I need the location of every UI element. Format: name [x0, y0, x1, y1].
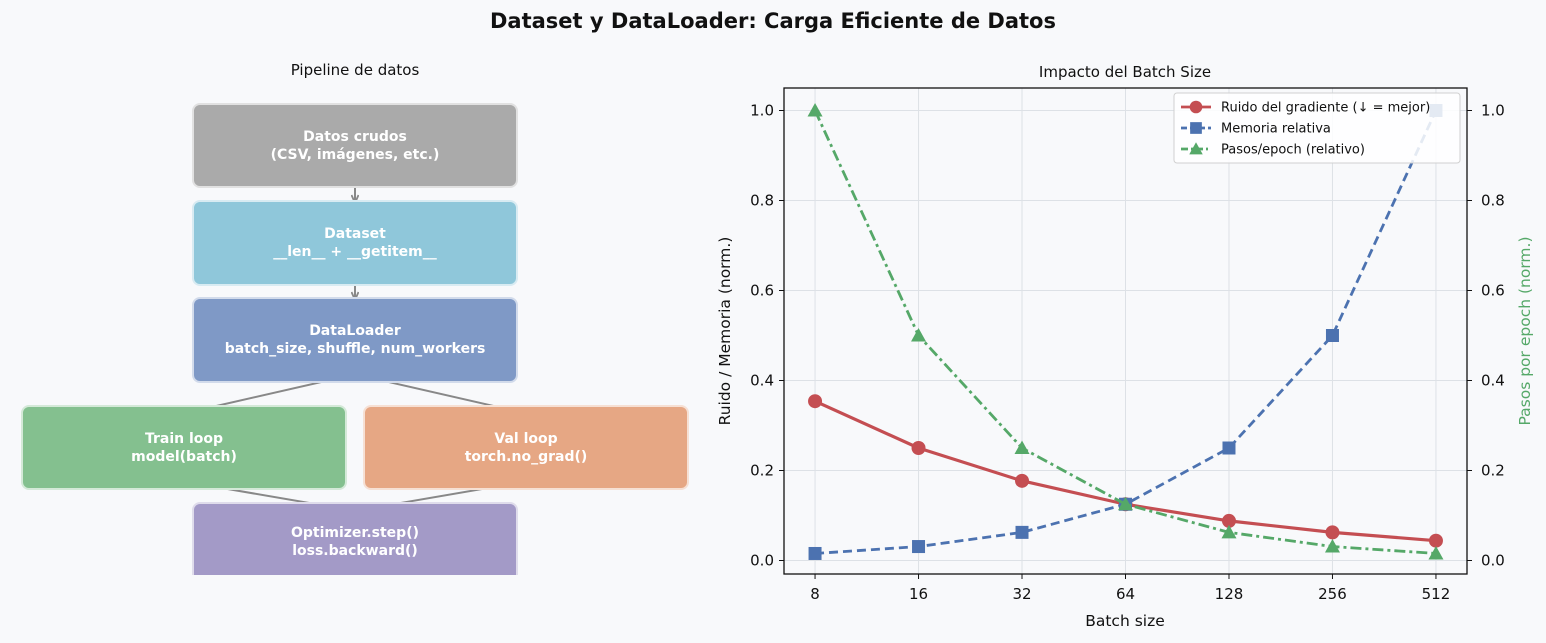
x-tick-label: 512: [1422, 585, 1451, 603]
series-1-point: [1325, 525, 1340, 540]
y-tick-label: 0.2: [750, 462, 774, 480]
box-raw-data-line1: Datos crudos: [303, 128, 407, 145]
series-3-point: [1324, 539, 1340, 553]
series-2-point: [912, 540, 926, 554]
series-1-point: [1221, 513, 1236, 528]
box-dataset-line1: Dataset: [324, 226, 386, 242]
y2-tick-label: 0.4: [1481, 372, 1505, 390]
series-3-point: [807, 103, 823, 117]
box-train-loop: Train loop model(batch): [21, 405, 347, 490]
y2-tick-label: 0.6: [1481, 282, 1505, 300]
chart-ticks: 8 16 32 64 128 256 512 0.0 0.0 0.2 0.2 0.4 0.4 0.6 0.6…: [750, 102, 1505, 604]
y-tick-label: 0.8: [750, 192, 774, 210]
chart-grid: [784, 88, 1467, 574]
box-dataloader: DataLoader batch_size, shuffle, num_work…: [192, 297, 518, 383]
box-train-loop-line2: model(batch): [131, 448, 237, 465]
y2-tick-label: 0.2: [1481, 462, 1505, 480]
y2-tick-label: 0.0: [1481, 552, 1505, 570]
legend-box: [1173, 92, 1461, 164]
figure-title: Dataset y DataLoader: Carga Eficiente de…: [490, 9, 1056, 33]
series-3-point: [1118, 496, 1133, 511]
y-tick-label: 0.6: [750, 282, 774, 300]
series-3-point: [911, 328, 927, 342]
series-2-point: [1222, 441, 1236, 455]
series-3-point: [1014, 440, 1030, 454]
series-1-point: [1428, 533, 1443, 548]
legend-marker-3: [1189, 142, 1203, 155]
box-raw-data: Datos crudos (CSV, imágenes, etc.): [192, 103, 518, 188]
box-optimizer-line2: loss.backward(): [292, 543, 418, 559]
box-val-loop-line2: torch.no_grad(): [464, 448, 588, 465]
x-tick-label: 32: [1012, 585, 1031, 603]
box-raw-data-line2: (CSV, imágenes, etc.): [270, 146, 440, 163]
legend-marker-1: [1189, 100, 1203, 114]
series-3-point: [1221, 524, 1237, 539]
y-tick-label: 1.0: [750, 102, 774, 120]
box-optimizer-line1: Optimizer.step(): [290, 525, 419, 541]
legend-label-1: Ruido del gradiente (↓ = mejor): [1221, 101, 1430, 116]
box-dataset: Dataset __len__ + __getitem__: [192, 200, 518, 286]
x-tick-label: 64: [1116, 585, 1135, 603]
x-tick-label: 8: [810, 585, 820, 603]
box-optimizer: Optimizer.step() loss.backward(): [192, 502, 518, 575]
box-dataset-line2: __len__ + __getitem__: [273, 244, 437, 260]
chart-series: [807, 103, 1444, 560]
x-tick-label: 256: [1318, 585, 1347, 603]
box-val-loop: Val loop torch.no_grad(): [363, 405, 689, 490]
series-1-point: [808, 394, 823, 409]
box-dataloader-line1: DataLoader: [309, 323, 401, 339]
x-tick-label: 16: [909, 585, 928, 603]
x-tick-label: 128: [1215, 585, 1244, 603]
series-1-point: [911, 441, 926, 455]
box-val-loop-line1: Val loop: [494, 430, 558, 447]
chart-title: Impacto del Batch Size: [1039, 63, 1211, 81]
y2-tick-label: 0.8: [1481, 192, 1505, 210]
series-2-point: [808, 546, 822, 560]
x-axis-label: Batch size: [1085, 612, 1165, 630]
y2-tick-label: 1.0: [1481, 102, 1505, 120]
series-3-point: [1428, 545, 1444, 560]
y-axis-label: Ruido / Memoria (norm.): [716, 237, 734, 426]
y-tick-label: 0.4: [750, 372, 774, 390]
y2-axis-label: Pasos por epoch (norm.): [1516, 237, 1534, 426]
chart-legend: Ruido del gradiente (↓ = mejor) Memoria r…: [1173, 92, 1461, 164]
legend-marker-2: [1190, 122, 1202, 134]
clip-region: Optimizer.step() loss.backward(): [0, 0, 700, 575]
box-dataloader-line2: batch_size, shuffle, num_workers: [224, 341, 486, 357]
series-1-point: [1015, 473, 1030, 488]
series-2-point: [1015, 525, 1029, 539]
box-train-loop-line1: Train loop: [144, 430, 224, 447]
series-2-point: [1325, 329, 1339, 342]
legend-label-2: Memoria relativa: [1221, 122, 1331, 137]
y-tick-label: 0.0: [750, 552, 774, 570]
legend-label-3: Pasos/epoch (relativo): [1221, 143, 1365, 158]
pipeline-title: Pipeline de datos: [290, 61, 420, 79]
